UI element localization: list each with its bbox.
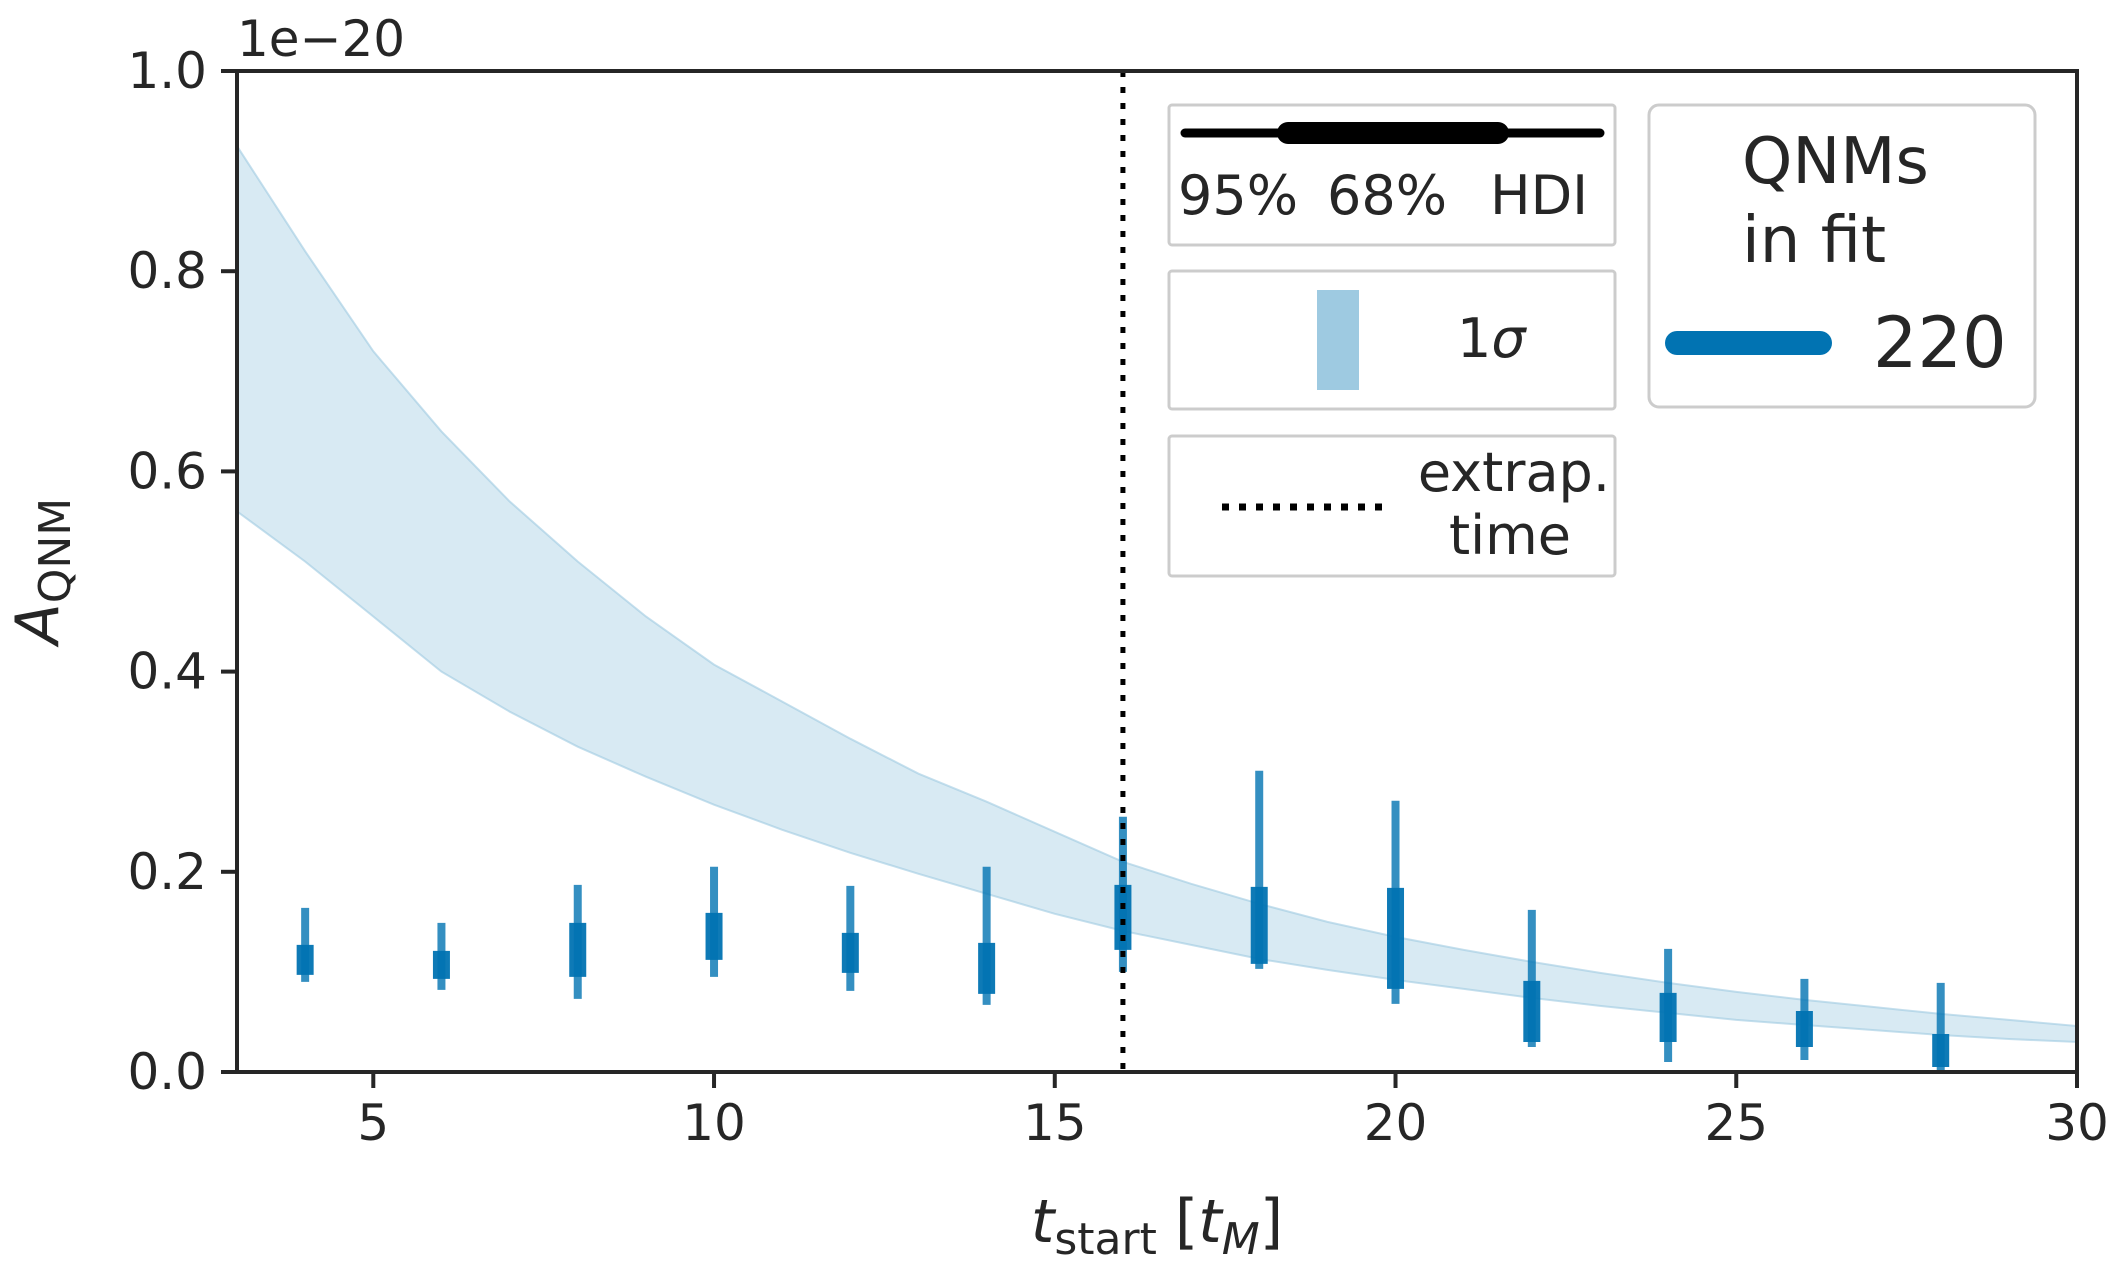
legend-sigma-swatch: [1317, 290, 1359, 390]
legend-extrap-line1: extrap.: [1418, 441, 1610, 504]
legend-sigma-label: 1σ: [1457, 307, 1527, 370]
x-tick-label-4: 25: [1704, 1094, 1768, 1152]
x-tick-label-1: 10: [682, 1094, 746, 1152]
plot-area: [236, 71, 2078, 1072]
legend-qnm-title-line2: in fit: [1742, 204, 1886, 278]
y-tick-label-4: 0.8: [127, 242, 207, 300]
y-tick-label-0: 0.0: [127, 1043, 207, 1101]
legend-hdi-68-label: 68%: [1327, 164, 1447, 227]
legend-qnm: QNMs in fit 220: [1647, 103, 2037, 409]
x-tick-label-0: 5: [357, 1094, 389, 1152]
legend-extrap-line2: time: [1449, 504, 1571, 567]
y-tick-label-5: 1.0: [127, 42, 207, 100]
axes-frame: [235, 69, 2079, 1074]
x-tick-label-2: 15: [1023, 1094, 1087, 1152]
legend-qnm-title-line1: QNMs: [1742, 125, 1929, 199]
y-tick-label-1: 0.2: [127, 843, 207, 901]
legend-hdi-95-label: 95%: [1178, 164, 1298, 227]
offset-text: 1e−20: [237, 10, 405, 68]
x-axis-label: tstart [tM]: [1031, 1187, 1283, 1262]
legend-hdi-label: HDI: [1490, 164, 1588, 227]
y-tick-label-2: 0.4: [127, 643, 207, 701]
legend-sigma-box: [1167, 269, 1617, 411]
legend-hdi: 95% 68% HDI: [1167, 103, 1617, 247]
legend-sigma: 1σ: [1167, 269, 1617, 411]
legend-extrap-box: [1167, 434, 1617, 578]
x-tick-label-5: 30: [2045, 1094, 2109, 1152]
y-axis: 0.0 0.2 0.4 0.6 0.8 1.0: [127, 42, 237, 1101]
x-tick-label-3: 20: [1364, 1094, 1428, 1152]
y-axis-label: AQNM: [3, 498, 81, 649]
y-tick-label-3: 0.6: [127, 442, 207, 500]
legend-extrap: extrap. time: [1167, 434, 1617, 578]
x-axis: 5 10 15 20 25 30: [357, 1072, 2109, 1152]
legend-qnm-entry: 220: [1873, 302, 2007, 384]
